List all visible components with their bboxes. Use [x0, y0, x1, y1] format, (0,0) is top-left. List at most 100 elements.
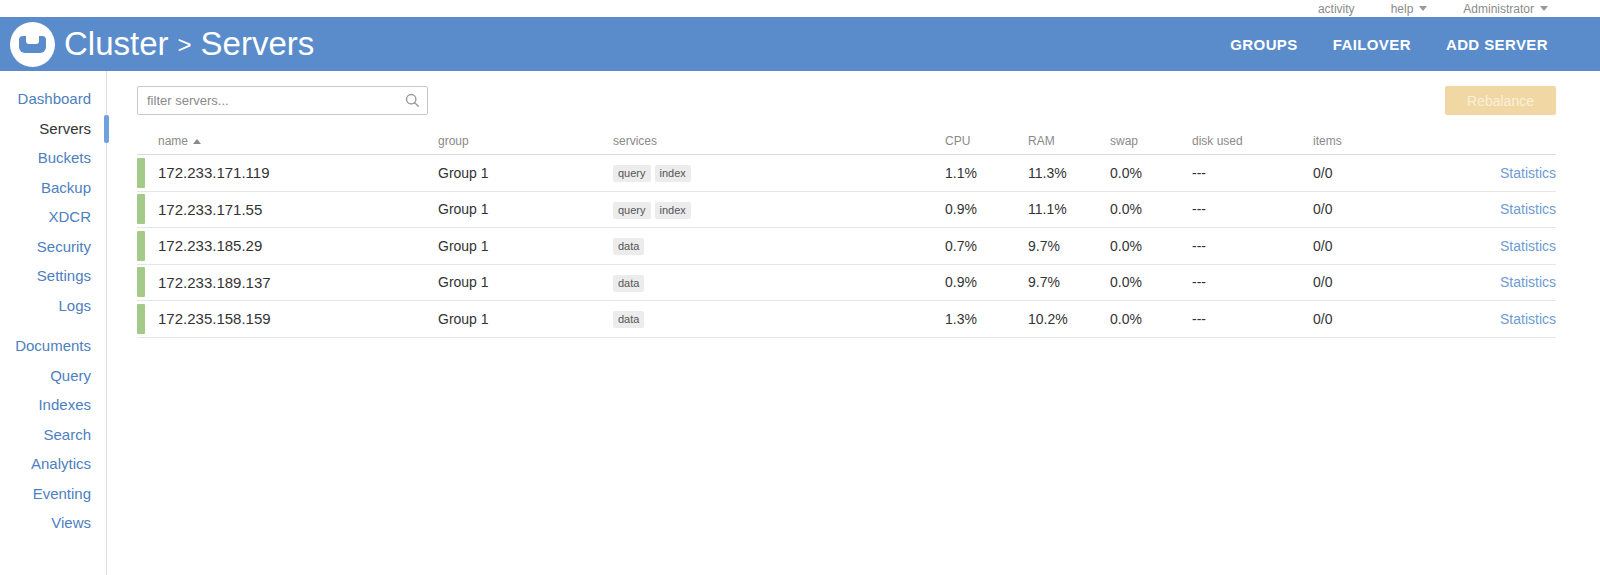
column-header-services[interactable]: services — [613, 134, 945, 148]
sidebar-item-logs[interactable]: Logs — [0, 291, 106, 321]
disk-used-value: --- — [1192, 274, 1313, 290]
user-label: Administrator — [1463, 2, 1534, 16]
table-header-row: name group services CPU RAM swap disk us… — [137, 128, 1556, 155]
sidebar-item-views[interactable]: Views — [0, 508, 106, 538]
server-group: Group 1 — [438, 238, 613, 254]
sidebar-group-tools: Documents Query Indexes Search Analytics… — [0, 331, 106, 538]
sidebar-item-backup[interactable]: Backup — [0, 173, 106, 203]
server-name: 172.233.185.29 — [158, 237, 262, 254]
health-status-indicator — [137, 304, 145, 334]
activity-link[interactable]: activity — [1318, 2, 1355, 16]
statistics-link[interactable]: Statistics — [1500, 238, 1556, 254]
ram-value: 10.2% — [1028, 311, 1110, 327]
ram-value: 9.7% — [1028, 274, 1110, 290]
sidebar-item-buckets[interactable]: Buckets — [0, 143, 106, 173]
failover-button[interactable]: FAILOVER — [1333, 36, 1411, 53]
statistics-link[interactable]: Statistics — [1500, 311, 1556, 327]
sidebar-item-documents[interactable]: Documents — [0, 331, 106, 361]
user-menu[interactable]: Administrator — [1463, 2, 1548, 16]
swap-value: 0.0% — [1110, 311, 1192, 327]
table-row[interactable]: 172.233.185.29 Group 1 data 0.7% 9.7% 0.… — [137, 228, 1556, 265]
main-pane: Rebalance name group services CPU RAM sw… — [107, 71, 1600, 575]
utility-bar: activity help Administrator — [0, 0, 1600, 17]
ram-value: 11.1% — [1028, 201, 1110, 217]
swap-value: 0.0% — [1110, 201, 1192, 217]
chevron-down-icon — [1419, 6, 1427, 11]
header-actions: GROUPS FAILOVER ADD SERVER — [1230, 36, 1548, 53]
column-header-name[interactable]: name — [137, 134, 438, 148]
server-services: queryindex — [613, 163, 945, 182]
sidebar-item-search[interactable]: Search — [0, 420, 106, 450]
server-group: Group 1 — [438, 201, 613, 217]
statistics-link[interactable]: Statistics — [1500, 165, 1556, 181]
column-header-disk-used[interactable]: disk used — [1192, 134, 1313, 148]
service-badge: index — [655, 165, 691, 182]
sidebar-item-query[interactable]: Query — [0, 361, 106, 391]
cpu-value: 1.3% — [945, 311, 1028, 327]
items-value: 0/0 — [1313, 201, 1428, 217]
statistics-link[interactable]: Statistics — [1500, 201, 1556, 217]
server-services: data — [613, 309, 945, 328]
sidebar: Dashboard Servers Buckets Backup XDCR Se… — [0, 71, 107, 575]
disk-used-value: --- — [1192, 201, 1313, 217]
filter-servers-input[interactable] — [137, 86, 428, 115]
disk-used-value: --- — [1192, 238, 1313, 254]
server-group: Group 1 — [438, 311, 613, 327]
server-name: 172.233.171.119 — [158, 164, 270, 181]
search-icon — [405, 93, 420, 112]
sidebar-item-dashboard[interactable]: Dashboard — [0, 84, 106, 114]
items-value: 0/0 — [1313, 238, 1428, 254]
column-header-swap[interactable]: swap — [1110, 134, 1192, 148]
sidebar-item-security[interactable]: Security — [0, 232, 106, 262]
table-row[interactable]: 172.233.189.137 Group 1 data 0.9% 9.7% 0… — [137, 265, 1556, 302]
column-header-ram[interactable]: RAM — [1028, 134, 1110, 148]
chevron-down-icon — [1540, 6, 1548, 11]
sidebar-item-settings[interactable]: Settings — [0, 261, 106, 291]
server-services: data — [613, 273, 945, 292]
breadcrumb-cluster: Cluster — [64, 25, 169, 63]
table-row[interactable]: 172.235.158.159 Group 1 data 1.3% 10.2% … — [137, 301, 1556, 338]
items-value: 0/0 — [1313, 311, 1428, 327]
service-badge: data — [613, 275, 644, 292]
activity-label: activity — [1318, 2, 1355, 16]
sort-ascending-icon — [193, 139, 201, 144]
help-label: help — [1391, 2, 1414, 16]
breadcrumb: Cluster > Servers — [64, 25, 314, 63]
sidebar-item-eventing[interactable]: Eventing — [0, 479, 106, 509]
cpu-value: 0.9% — [945, 274, 1028, 290]
health-status-indicator — [137, 194, 145, 224]
health-status-indicator — [137, 231, 145, 261]
couchbase-logo-icon — [10, 22, 55, 67]
server-name: 172.233.171.55 — [158, 201, 262, 218]
groups-button[interactable]: GROUPS — [1230, 36, 1297, 53]
column-header-cpu[interactable]: CPU — [945, 134, 1028, 148]
ram-value: 11.3% — [1028, 165, 1110, 181]
items-value: 0/0 — [1313, 165, 1428, 181]
disk-used-value: --- — [1192, 311, 1313, 327]
add-server-button[interactable]: ADD SERVER — [1446, 36, 1548, 53]
page-title: Servers — [201, 25, 315, 63]
server-group: Group 1 — [438, 165, 613, 181]
cpu-value: 1.1% — [945, 165, 1028, 181]
rebalance-button[interactable]: Rebalance — [1445, 86, 1556, 115]
sidebar-item-analytics[interactable]: Analytics — [0, 449, 106, 479]
table-row[interactable]: 172.233.171.119 Group 1 queryindex 1.1% … — [137, 155, 1556, 192]
sidebar-item-xdcr[interactable]: XDCR — [0, 202, 106, 232]
disk-used-value: --- — [1192, 165, 1313, 181]
help-menu[interactable]: help — [1391, 2, 1428, 16]
servers-toolbar: Rebalance — [137, 86, 1556, 115]
breadcrumb-chevron-icon: > — [178, 31, 192, 59]
ram-value: 9.7% — [1028, 238, 1110, 254]
table-row[interactable]: 172.233.171.55 Group 1 queryindex 0.9% 1… — [137, 192, 1556, 229]
column-header-group[interactable]: group — [438, 134, 613, 148]
sidebar-item-indexes[interactable]: Indexes — [0, 390, 106, 420]
swap-value: 0.0% — [1110, 238, 1192, 254]
sidebar-item-servers[interactable]: Servers — [0, 114, 106, 144]
service-badge: data — [613, 238, 644, 255]
health-status-indicator — [137, 267, 145, 297]
items-value: 0/0 — [1313, 274, 1428, 290]
statistics-link[interactable]: Statistics — [1500, 274, 1556, 290]
swap-value: 0.0% — [1110, 274, 1192, 290]
column-header-items[interactable]: items — [1313, 134, 1428, 148]
service-badge: index — [655, 202, 691, 219]
